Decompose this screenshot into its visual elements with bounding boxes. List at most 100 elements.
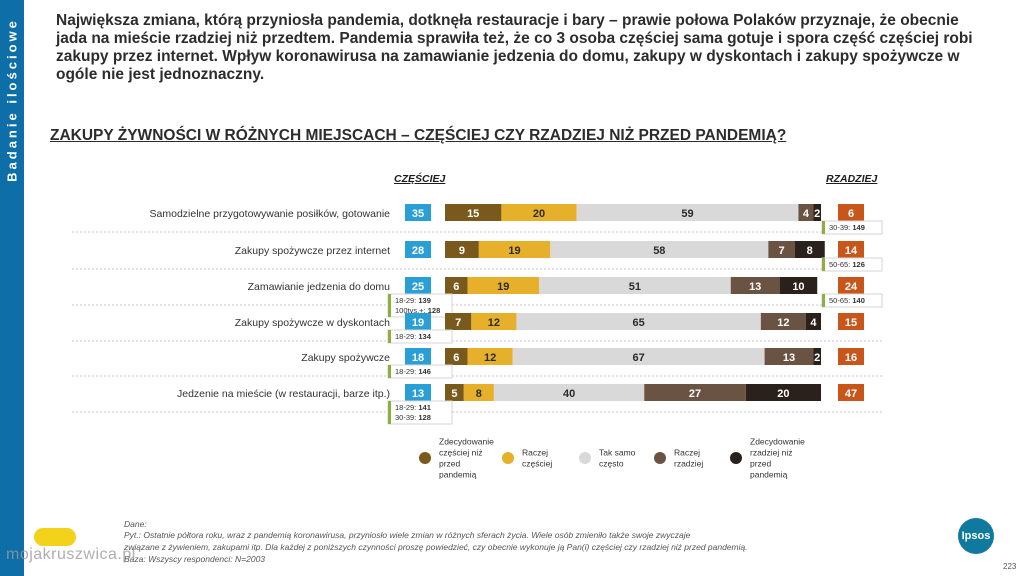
category-label: Zamawianie jedzenia do domu: [248, 281, 391, 293]
rzadziej-box: [838, 241, 864, 258]
bar-segment: [467, 277, 539, 294]
rzadziej-box: [838, 277, 864, 294]
segment-label: 7: [455, 317, 461, 329]
rzadziej-box: [838, 313, 864, 330]
note-accent: [822, 294, 825, 307]
rzadziej-value: 6: [848, 208, 854, 220]
bar-segment: [805, 313, 821, 330]
bar-segment: [576, 204, 799, 221]
bar-segment: [467, 348, 513, 365]
bar-segment: [764, 348, 814, 365]
rzadziej-value: 14: [845, 245, 858, 257]
segment-label: 2: [814, 208, 820, 220]
bar-segment: [445, 277, 468, 294]
segment-label: 6: [453, 352, 459, 364]
bar-segment: [794, 241, 825, 258]
watermark: mojakruszwica.pl: [6, 546, 136, 563]
segment-label: 10: [792, 281, 804, 293]
ipsos-logo: Ipsos: [958, 518, 994, 554]
rzadziej-box: [838, 348, 864, 365]
rzadziej-box: [838, 384, 864, 401]
segment-label: 6: [453, 281, 459, 293]
bar-segment: [445, 241, 479, 258]
legend-label: Zdecydowanie rzadziej niż przed pandemią: [750, 437, 805, 480]
bar-segment: [813, 348, 821, 365]
bar-segment: [550, 241, 769, 258]
segment-label: 20: [533, 208, 545, 220]
note-text: 18-29: 141: [395, 403, 431, 412]
segment-label: 12: [484, 352, 496, 364]
rzadziej-header: RZADZIEJ: [826, 173, 878, 185]
note-text: 50-65: 140: [829, 296, 865, 305]
legend-label: Raczej rzadziej: [674, 448, 703, 469]
segment-label: 27: [689, 388, 701, 400]
category-label: Zakupy spożywcze w dyskontach: [235, 317, 390, 329]
footnote-question-cont: związane z żywieniem, zakupami itp. Dla …: [124, 542, 748, 552]
segment-label: 40: [563, 388, 575, 400]
bar-segment: [445, 384, 464, 401]
note-accent: [822, 258, 825, 271]
czesciej-box: [405, 241, 431, 258]
czesciej-box: [405, 313, 431, 330]
bar-segment: [445, 348, 468, 365]
bar-segment: [501, 204, 577, 221]
note-accent: [388, 401, 391, 424]
czesciej-box: [405, 277, 431, 294]
legend-marker: [579, 452, 591, 464]
page-number: 223: [1003, 562, 1017, 571]
note-text: 30-39: 149: [829, 223, 865, 232]
legend-marker: [419, 452, 431, 464]
czesciej-value: 28: [412, 245, 424, 257]
legend-marker: [730, 452, 742, 464]
bar-segment: [539, 277, 731, 294]
segment-label: 4: [810, 317, 817, 329]
intro-text: Największa zmiana, którą przyniosła pand…: [56, 12, 973, 83]
segment-label: 13: [783, 352, 795, 364]
segment-label: 59: [681, 208, 693, 220]
section-title: ZAKUPY ŻYWNOŚCI W RÓŻNYCH MIEJSCACH – CZ…: [50, 127, 787, 144]
segment-label: 7: [778, 245, 784, 257]
note-accent: [388, 294, 391, 317]
side-tab: Badanie ilościowe: [0, 0, 24, 576]
czesciej-box: [405, 384, 431, 401]
bar-segment: [516, 313, 761, 330]
segment-label: 12: [777, 317, 789, 329]
segment-label: 8: [476, 388, 482, 400]
czesciej-box: [405, 348, 431, 365]
bar-segment: [813, 204, 821, 221]
category-label: Zakupy spożywcze: [301, 352, 390, 364]
legend-marker: [502, 452, 514, 464]
bar-segment: [478, 241, 551, 258]
segment-label: 4: [803, 208, 810, 220]
bar-segment: [512, 348, 765, 365]
bar-segment: [471, 313, 517, 330]
czesciej-box: [405, 204, 431, 221]
note-text: 30-39: 128: [395, 413, 431, 422]
segment-label: 51: [629, 281, 641, 293]
segment-label: 19: [508, 245, 520, 257]
segment-label: 20: [777, 388, 789, 400]
note-text: 100tys.+: 128: [395, 306, 440, 315]
segment-label: 67: [633, 352, 645, 364]
bar-segment: [445, 204, 502, 221]
bar-segment: [768, 241, 795, 258]
czesciej-value: 25: [412, 281, 424, 293]
segment-label: 19: [497, 281, 509, 293]
footnote-question: Pyt.: Ostatnie półtora roku, wraz z pand…: [124, 530, 691, 540]
note-text: 50-65: 126: [829, 260, 865, 269]
note-text: 18-29: 146: [395, 367, 431, 376]
watermark-badge: [34, 528, 76, 546]
footnote-base: Baza: Wszyscy respondenci: N=2003: [124, 554, 266, 564]
legend-label: Zdecydowanie częściej niż przed pandemią: [439, 437, 494, 480]
note-accent: [388, 330, 391, 343]
segment-label: 12: [488, 317, 500, 329]
bar-segment: [760, 313, 806, 330]
bar-segment: [644, 384, 746, 401]
rzadziej-box: [838, 204, 864, 221]
legend-label: Raczej częściej: [522, 448, 552, 469]
footnote-data: Dane:: [124, 519, 147, 529]
bar-segment: [730, 277, 780, 294]
legend-marker: [654, 452, 666, 464]
rzadziej-value: 16: [845, 352, 857, 364]
